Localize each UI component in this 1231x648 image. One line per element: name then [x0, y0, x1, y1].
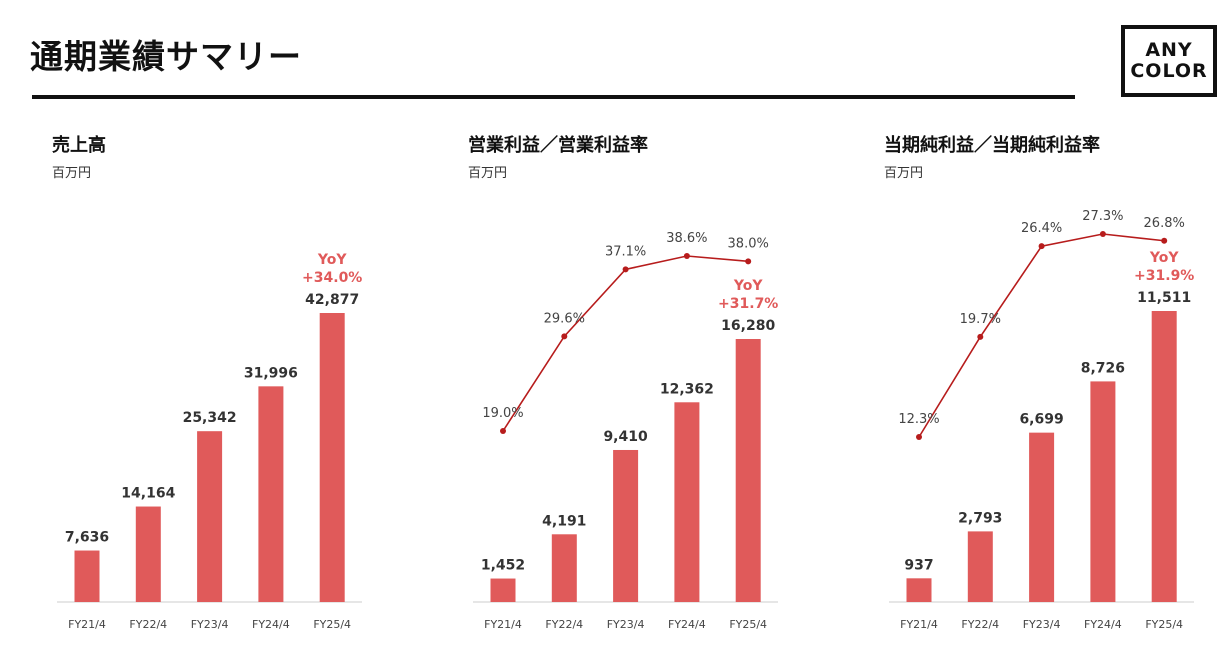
net-income-x-tick-label: FY23/4	[1023, 618, 1061, 631]
net-income-x-tick-label: FY24/4	[1084, 618, 1122, 631]
operating-profit-margin-label: 38.6%	[666, 231, 707, 246]
operating-profit-bar	[735, 339, 761, 602]
revenue-x-tick-label: FY21/4	[68, 618, 106, 631]
operating-profit-bar	[674, 402, 700, 602]
net-income-margin-label: 19.7%	[960, 312, 1001, 327]
net-income-x-tick-label: FY22/4	[961, 618, 999, 631]
operating-profit-bar-value-label: 4,191	[542, 513, 586, 529]
operating-profit-margin-point	[500, 428, 506, 434]
anycolor-logo: ANY COLOR	[1121, 25, 1217, 97]
operating-profit-margin-label: 19.0%	[482, 406, 523, 421]
net-income-bar	[906, 578, 932, 602]
net-income-margin-label: 26.8%	[1144, 216, 1185, 231]
net-income-margin-point	[916, 434, 922, 440]
title-divider	[32, 95, 1075, 99]
net-income-yoy-value: +31.9%	[1134, 268, 1194, 284]
net-income-margin-point	[1099, 231, 1106, 237]
net-income-margin-point	[977, 333, 984, 340]
revenue-x-tick-label: FY22/4	[129, 618, 167, 631]
net-income-margin-line	[918, 233, 1165, 438]
net-income-margin-point	[1038, 243, 1045, 250]
net-income-bar	[1029, 432, 1055, 602]
operating-profit-margin-point	[622, 266, 629, 273]
net-income-bar-value-label: 2,793	[958, 510, 1002, 526]
net-income-margin-label: 27.3%	[1082, 209, 1123, 224]
operating-profit-margin-point	[683, 253, 690, 259]
revenue-chart-title: 売上高	[52, 135, 106, 156]
revenue-bar	[135, 506, 161, 602]
operating-profit-x-tick-label: FY23/4	[607, 618, 645, 631]
net-income-chart-title: 当期純利益／当期純利益率	[884, 135, 1100, 156]
revenue-chart-unit: 百万円	[52, 166, 92, 181]
revenue-bar	[197, 431, 223, 602]
net-income-margin-point	[1161, 237, 1168, 244]
net-income-chart-unit: 百万円	[884, 166, 924, 181]
operating-profit-chart-title: 営業利益／営業利益率	[468, 135, 648, 156]
net-income-bar-value-label: 8,726	[1081, 360, 1125, 376]
operating-profit-x-tick-label: FY24/4	[668, 618, 706, 631]
operating-profit-bar	[613, 449, 639, 602]
operating-profit-bar	[490, 578, 516, 602]
net-income-bar	[1090, 381, 1116, 602]
revenue-yoy-value: +34.0%	[302, 270, 362, 286]
operating-profit-bar-value-label: 1,452	[481, 558, 525, 574]
net-income-margin-label: 26.4%	[1021, 221, 1062, 236]
operating-profit-x-tick-label: FY25/4	[729, 618, 767, 631]
page-title: 通期業績サマリー	[30, 37, 302, 76]
revenue-x-tick-label: FY23/4	[191, 618, 229, 631]
logo-line-1: ANY	[1145, 39, 1193, 61]
net-income-margin-label: 12.3%	[898, 412, 939, 427]
logo-line-2: COLOR	[1130, 60, 1208, 82]
revenue-bar-value-label: 31,996	[244, 365, 298, 381]
net-income-x-tick-label: FY25/4	[1145, 618, 1183, 631]
net-income-bar	[1151, 311, 1177, 602]
revenue-bar-value-label: 25,342	[183, 410, 237, 426]
net-income-x-tick-label: FY21/4	[900, 618, 938, 631]
operating-profit-x-tick-label: FY22/4	[545, 618, 583, 631]
operating-profit-margin-label: 29.6%	[544, 311, 585, 326]
revenue-bar	[258, 386, 284, 602]
operating-profit-bar-value-label: 12,362	[660, 381, 714, 397]
operating-profit-yoy-value: +31.7%	[718, 296, 778, 312]
revenue-x-tick-label: FY25/4	[313, 618, 351, 631]
revenue-bar-value-label: 7,636	[65, 530, 109, 546]
operating-profit-x-tick-label: FY21/4	[484, 618, 522, 631]
revenue-bar	[74, 550, 100, 602]
revenue-x-tick-label: FY24/4	[252, 618, 290, 631]
operating-profit-margin-point	[745, 258, 752, 265]
net-income-bar-value-label: 6,699	[1019, 412, 1063, 428]
net-income-yoy-label: YoY	[1149, 250, 1179, 266]
revenue-yoy-label: YoY	[317, 252, 347, 268]
operating-profit-margin-label: 38.0%	[728, 236, 769, 251]
operating-profit-bar-value-label: 16,280	[721, 318, 775, 334]
revenue-bar	[319, 313, 345, 602]
revenue-bar-value-label: 14,164	[121, 486, 175, 502]
net-income-bar-value-label: 11,511	[1137, 290, 1191, 306]
operating-profit-bar	[551, 534, 577, 602]
operating-profit-margin-point	[561, 333, 568, 340]
operating-profit-margin-label: 37.1%	[605, 244, 646, 259]
revenue-bar-value-label: 42,877	[305, 292, 359, 308]
net-income-bar-value-label: 937	[904, 557, 933, 573]
operating-profit-bar-value-label: 9,410	[603, 429, 648, 445]
net-income-bar	[967, 531, 993, 602]
operating-profit-yoy-label: YoY	[733, 278, 763, 294]
operating-profit-chart-unit: 百万円	[468, 166, 508, 181]
operating-profit-margin-line	[502, 255, 749, 432]
